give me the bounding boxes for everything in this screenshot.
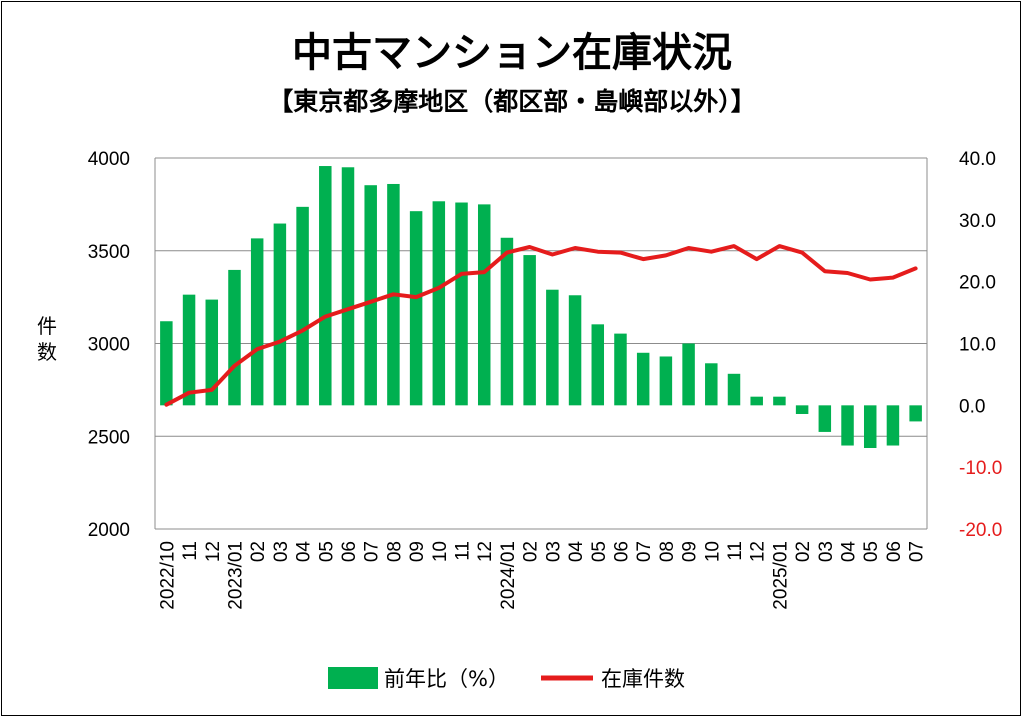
x-tick-label: 02 <box>248 541 269 562</box>
right-tick-label: -10.0 <box>959 458 1002 479</box>
y-axis-label: 件数 <box>37 314 57 364</box>
x-tick-label: 2024/01 <box>498 541 519 610</box>
bar <box>273 223 287 406</box>
x-tick-label: 08 <box>384 541 405 562</box>
bar <box>795 405 809 414</box>
x-tick-label: 11 <box>180 541 201 561</box>
bar <box>659 356 673 406</box>
bar <box>432 201 446 406</box>
x-tick-label: 10 <box>430 541 451 562</box>
right-axis-ticks: 40.0 30.0 20.0 10.0 0.0 -10.0 -20.0 <box>959 149 1002 541</box>
bar <box>705 363 718 406</box>
x-axis-ticks: 2022/10 11 12 2023/01 02 03 04 05 06 07 08 09 10 11 12… <box>157 541 927 610</box>
left-tick-label: 2000 <box>88 520 130 541</box>
bar <box>682 343 695 406</box>
left-axis-ticks: 4000 3500 3000 2500 2000 <box>88 149 130 541</box>
bar <box>250 238 264 406</box>
right-tick-label: 0.0 <box>959 396 985 417</box>
bar <box>591 324 605 406</box>
chart-title: 中古マンション在庫状況 <box>292 30 732 76</box>
bar <box>341 167 355 406</box>
bar <box>296 206 309 406</box>
x-tick-label: 02 <box>521 541 542 562</box>
x-tick-label: 06 <box>612 541 633 562</box>
x-tick-label: 06 <box>884 541 905 562</box>
bar <box>455 202 468 406</box>
bar <box>477 204 491 406</box>
bar <box>182 294 196 406</box>
x-tick-label: 12 <box>748 541 769 562</box>
right-tick-label: 30.0 <box>959 211 996 232</box>
x-tick-label: 04 <box>294 541 315 563</box>
bar <box>364 185 377 406</box>
bar <box>319 166 332 406</box>
x-tick-label: 07 <box>634 541 655 562</box>
bar <box>886 405 900 446</box>
bar <box>909 405 922 422</box>
x-tick-label: 12 <box>475 541 496 562</box>
legend-line-label: 在庫件数 <box>601 667 685 691</box>
x-tick-label: 12 <box>203 541 224 562</box>
bar <box>614 333 627 406</box>
bar <box>818 405 832 432</box>
x-tick-label: 09 <box>680 541 701 562</box>
bar <box>523 255 536 406</box>
bar <box>568 295 582 406</box>
x-tick-label: 05 <box>861 541 882 562</box>
x-tick-label: 07 <box>362 541 383 562</box>
bar <box>750 396 763 406</box>
bar <box>228 269 241 406</box>
x-tick-label: 10 <box>702 541 723 562</box>
inventory-line <box>164 244 918 407</box>
x-tick-label: 2022/10 <box>157 541 178 610</box>
left-tick-label: 2500 <box>88 427 130 448</box>
x-tick-label: 04 <box>839 541 860 563</box>
chart-subtitle: 【東京都多摩地区（都区部・島嶼部以外）】 <box>268 87 756 116</box>
bar <box>409 211 423 406</box>
x-tick-label: 09 <box>407 541 428 562</box>
x-tick-label: 04 <box>566 541 587 563</box>
right-tick-label: 20.0 <box>959 273 996 294</box>
left-tick-label: 4000 <box>88 149 130 170</box>
x-tick-label: 2025/01 <box>770 541 791 610</box>
bar <box>636 352 650 406</box>
bar <box>773 396 786 406</box>
x-tick-label: 07 <box>907 541 928 562</box>
x-tick-label: 05 <box>316 541 337 562</box>
x-tick-label: 02 <box>793 541 814 562</box>
left-tick-label: 3000 <box>88 335 130 356</box>
x-tick-label: 03 <box>271 541 292 562</box>
bar <box>841 405 854 446</box>
bar-series <box>160 166 922 448</box>
x-tick-label: 03 <box>543 541 564 562</box>
x-tick-label: 06 <box>339 541 360 562</box>
legend-bar-label: 前年比（%） <box>384 667 509 691</box>
bar <box>727 373 741 406</box>
left-tick-label: 3500 <box>88 242 130 263</box>
line-series <box>164 244 918 407</box>
bar <box>160 321 173 406</box>
legend: 前年比（%） 在庫件数 <box>328 667 685 691</box>
x-tick-label: 03 <box>816 541 837 562</box>
right-tick-label: 40.0 <box>959 149 996 170</box>
right-tick-label: 10.0 <box>959 335 996 356</box>
bar <box>546 289 559 406</box>
x-tick-label: 11 <box>725 541 746 561</box>
x-tick-label: 2023/01 <box>226 541 247 610</box>
bar <box>205 299 219 406</box>
bar <box>863 405 877 448</box>
x-tick-label: 08 <box>657 541 678 562</box>
bar <box>500 237 514 406</box>
x-tick-label: 11 <box>453 541 474 561</box>
right-tick-label: -20.0 <box>959 520 1002 541</box>
x-tick-label: 05 <box>589 541 610 562</box>
legend-bar-swatch <box>328 667 378 689</box>
